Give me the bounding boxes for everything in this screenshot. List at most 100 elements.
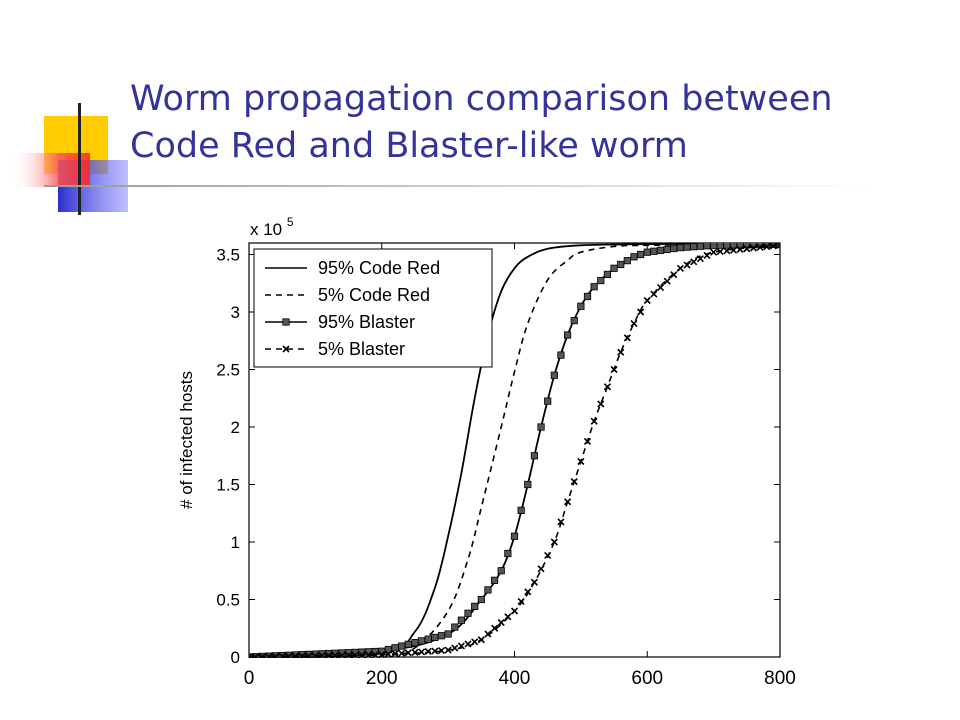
series-marker-95-blaster [696,243,704,250]
series-marker-5-blaster [484,630,492,638]
series-marker-5-blaster [723,247,731,255]
series-marker-95-blaster [497,567,505,575]
series-marker-5-blaster [318,652,326,658]
series-marker-5-blaster [510,607,519,615]
series-marker-95-blaster [490,576,499,584]
series-marker-95-blaster [597,276,605,285]
series-marker-95-blaster [550,371,558,379]
series-marker-95-blaster [484,586,492,594]
y-tick-label: 2 [231,418,240,437]
series-marker-5-blaster [524,588,532,596]
series-marker-5-blaster [504,613,512,621]
series-marker-5-blaster [617,348,625,356]
series-marker-5-blaster [477,636,485,644]
series-marker-5-blaster [530,578,538,586]
x-tick-label: 0 [244,668,255,689]
y-tick-label: 0 [231,648,240,667]
y-tick-label: 1.5 [216,476,240,495]
series-marker-95-blaster [444,630,452,638]
series-marker-95-blaster [517,506,525,514]
series-marker-5-blaster [683,261,691,269]
series-marker-5-blaster [331,651,339,658]
legend-marker-5-blaster [282,345,290,353]
series-marker-5-blaster [743,245,751,253]
series-marker-95-blaster [404,640,412,648]
series-marker-95-blaster [570,317,578,325]
series-marker-5-blaster [258,653,266,658]
series-marker-5-blaster [550,538,558,546]
series-marker-95-blaster [477,595,485,604]
title-underline [44,185,874,187]
y-tick-label: 1 [231,533,240,552]
series-marker-95-blaster [424,635,432,643]
series-line-5-code-red [249,243,780,658]
series-marker-5-blaster [570,478,578,486]
series-marker-95-blaster [510,532,519,540]
series-marker-95-blaster [610,264,618,272]
series-marker-5-blaster [583,437,592,445]
series-marker-95-blaster [471,602,479,611]
series-marker-95-blaster [411,639,419,647]
series-marker-95-blaster [544,397,552,405]
x-tick-label: 400 [499,668,531,689]
series-marker-5-blaster [252,653,260,658]
series-marker-5-blaster [656,284,665,292]
series-marker-95-blaster [451,623,459,631]
series-marker-95-blaster [776,243,780,248]
series-marker-95-blaster [656,246,665,254]
legend-label-5-code-red: 5% Code Red [318,285,430,305]
series-marker-5-blaster [338,651,346,658]
series-marker-95-blaster [710,243,718,249]
series-marker-95-blaster [670,244,678,253]
series-marker-5-blaster [703,251,711,259]
series-marker-5-blaster [418,648,426,656]
series-marker-5-blaster [663,277,671,285]
series-line-5-blaster [249,244,780,658]
series-marker-5-blaster [471,638,479,646]
series-marker-5-blaster [464,640,472,648]
series-marker-5-blaster [630,319,638,328]
series-marker-5-blaster [670,271,678,279]
series-marker-5-blaster [271,652,280,658]
y-axis-label: # of infected hosts [177,371,196,509]
series-marker-95-blaster [583,292,592,301]
series-marker-5-blaster [676,264,685,272]
series-marker-95-blaster [524,480,532,489]
series-marker-5-blaster [749,244,758,252]
series-marker-5-blaster [776,243,780,249]
series-marker-95-blaster [557,351,565,359]
series-marker-5-blaster [278,652,286,658]
series-marker-95-blaster [391,644,399,652]
series-marker-5-blaster [398,649,406,657]
y-multiplier-base: x 10 [250,220,282,239]
accent-red-bar [12,153,90,187]
series-marker-5-blaster [285,652,293,658]
series-marker-5-blaster [590,417,598,425]
series-marker-5-blaster [305,652,313,658]
series-marker-5-blaster [298,652,306,658]
series-marker-5-blaster [311,652,319,658]
y-multiplier-label: x 10 5 [250,215,294,239]
series-marker-95-blaster [690,243,698,251]
series-marker-5-blaster [623,334,631,342]
series-marker-5-blaster [710,248,718,256]
y-tick-label: 3 [231,303,240,322]
title-accent-graphic [12,103,874,215]
legend-marker-95-blaster [282,318,290,326]
series-marker-95-blaster [617,260,625,269]
series-marker-95-blaster [417,637,426,645]
legend-label-95-blaster: 95% Blaster [318,312,415,332]
series-marker-5-blaster [610,365,618,374]
series-marker-95-blaster [437,632,446,640]
series-marker-95-blaster [663,245,671,254]
series-marker-5-blaster [517,597,525,605]
series-marker-5-blaster [637,308,645,316]
series-marker-5-blaster [358,651,366,658]
series-marker-95-blaster [623,257,631,265]
series-marker-5-blaster [557,518,565,526]
legend: 95% Code Red 5% Code Red 95% Blaster 5% Bla… [253,248,493,368]
series-marker-5-blaster [437,646,446,655]
series-marker-95-blaster [703,243,711,250]
series-marker-95-blaster [676,243,685,252]
